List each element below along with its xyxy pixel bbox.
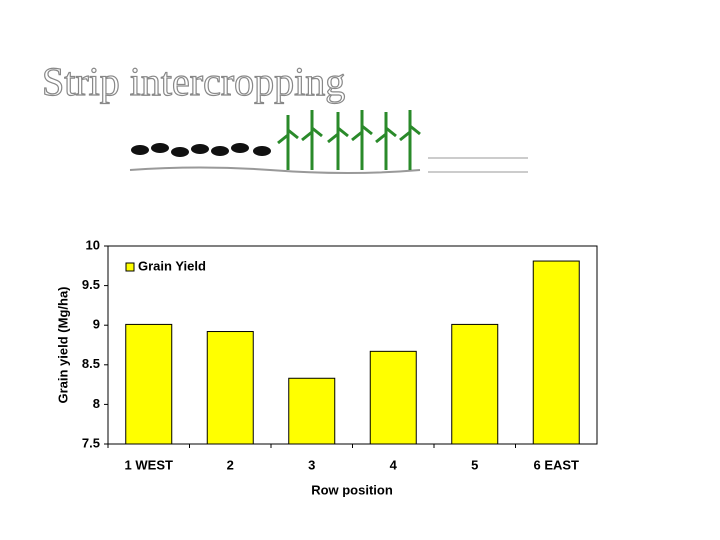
x-axis-title: Row position <box>311 482 393 497</box>
bar <box>206 331 254 445</box>
y-tick-label: 10 <box>86 237 100 252</box>
y-tick-label: 8 <box>93 396 100 411</box>
bar <box>451 323 499 445</box>
x-tick-label: 1 WEST <box>125 457 173 472</box>
bar <box>532 260 580 445</box>
crop-illustration <box>129 110 528 174</box>
legend-label: Grain Yield <box>138 258 206 273</box>
y-tick-label: 8.5 <box>82 356 100 371</box>
x-tick-label: 3 <box>308 457 315 472</box>
y-tick-label: 9 <box>93 317 100 332</box>
x-tick-label: 5 <box>471 457 478 472</box>
y-tick-label: 9.5 <box>82 277 100 292</box>
bar <box>369 350 417 445</box>
bar <box>288 377 336 445</box>
bar <box>125 323 173 445</box>
x-tick-label: 4 <box>390 457 398 472</box>
plot-area <box>107 245 598 445</box>
y-axis-title: Grain yield (Mg/ha) <box>55 286 70 403</box>
legend-swatch <box>125 262 135 272</box>
x-tick-label: 2 <box>227 457 234 472</box>
x-tick-label: 6 EAST <box>533 457 579 472</box>
y-tick-label: 7.5 <box>82 435 100 450</box>
slide-title: Strip intercropping <box>42 59 345 104</box>
